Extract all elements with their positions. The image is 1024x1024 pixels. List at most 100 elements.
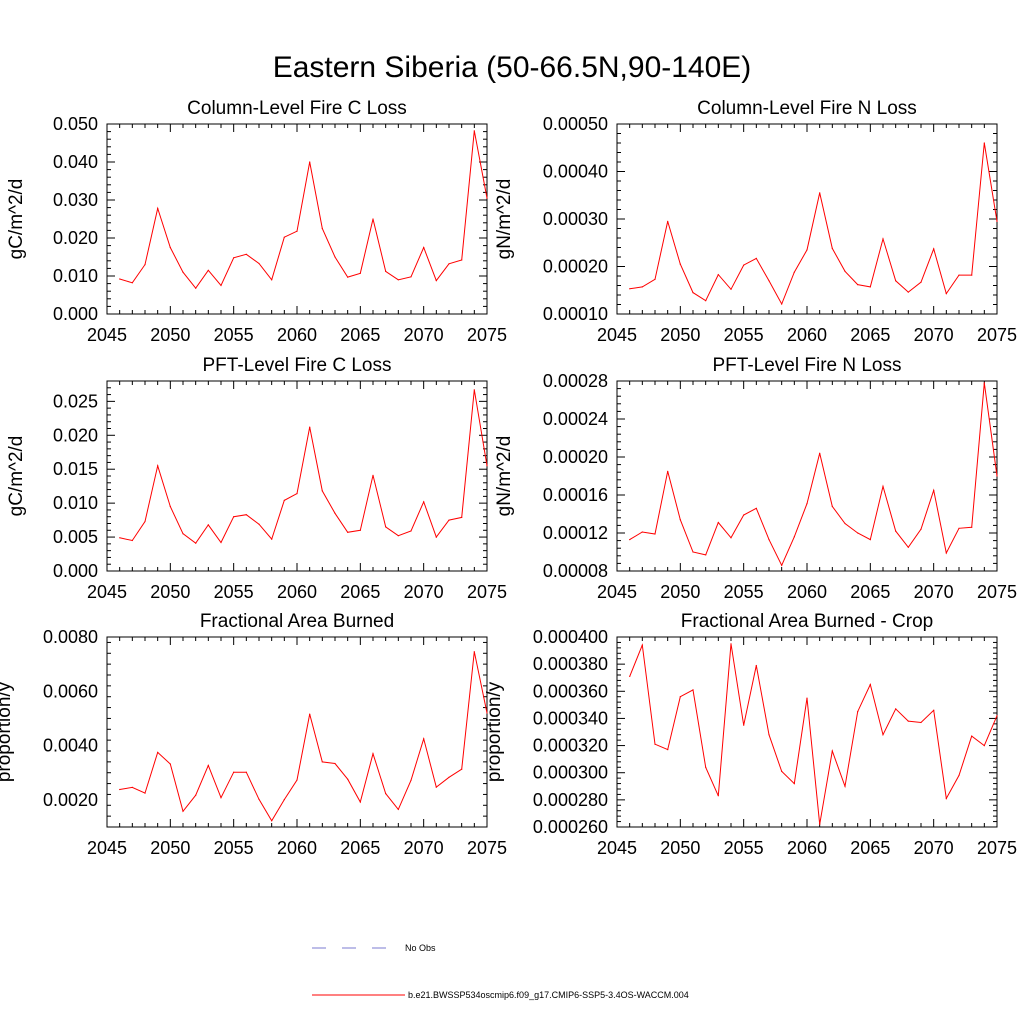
x-tick-label: 2055 xyxy=(214,582,254,602)
data-point xyxy=(641,286,643,288)
data-point xyxy=(448,776,450,778)
data-point xyxy=(844,522,846,525)
x-tick-label: 2065 xyxy=(340,582,380,602)
y-tick-label: 0.000 xyxy=(53,561,98,581)
data-point xyxy=(882,238,884,240)
panel-title: PFT-Level Fire N Loss xyxy=(713,355,902,376)
y-tick-label: 0.0020 xyxy=(43,790,98,810)
data-point xyxy=(245,514,247,516)
x-tick-label: 2050 xyxy=(150,582,190,602)
data-point xyxy=(157,465,159,467)
data-point xyxy=(730,288,732,290)
y-tick-label: 0.005 xyxy=(53,527,98,547)
data-point xyxy=(448,519,450,521)
y-tick-label: 0.000280 xyxy=(533,790,608,810)
data-point xyxy=(768,280,770,282)
data-point xyxy=(781,303,783,305)
data-point xyxy=(195,794,197,796)
data-point xyxy=(920,721,922,724)
data-point xyxy=(195,542,197,544)
data-point xyxy=(781,564,783,566)
data-point xyxy=(220,797,222,799)
x-tick-label: 2070 xyxy=(404,325,444,345)
y-tick-label: 0.020 xyxy=(53,228,98,248)
plot-frame xyxy=(616,636,998,828)
y-tick-label: 0.010 xyxy=(53,266,98,286)
data-point xyxy=(435,786,437,788)
data-point xyxy=(958,527,960,529)
data-point xyxy=(945,293,947,295)
x-tick-label: 2075 xyxy=(467,582,507,602)
y-tick-label: 0.0040 xyxy=(43,736,98,756)
data-point xyxy=(195,287,197,289)
data-point xyxy=(473,130,475,132)
data-point xyxy=(220,541,222,544)
data-point xyxy=(461,768,463,770)
data-point xyxy=(819,452,821,454)
x-tick-label: 2050 xyxy=(150,325,190,345)
y-tick-label: 0.00020 xyxy=(543,257,608,277)
data-point xyxy=(895,708,897,710)
data-point xyxy=(692,292,694,294)
data-point xyxy=(258,798,260,800)
legend: No Obs b.e21.BWSSP534oscmip6.f09_g17.CMI… xyxy=(312,943,689,1000)
x-tick-label: 2070 xyxy=(404,582,444,602)
data-point xyxy=(207,764,209,767)
data-point xyxy=(131,539,133,542)
x-tick-label: 2045 xyxy=(597,582,637,602)
data-point xyxy=(359,529,361,531)
data-point xyxy=(730,643,732,645)
y-tick-label: 0.000400 xyxy=(533,627,608,647)
x-tick-label: 2075 xyxy=(977,838,1017,858)
data-point xyxy=(385,270,387,272)
data-point xyxy=(169,763,171,765)
plot-frame xyxy=(106,380,488,572)
x-tick-label: 2060 xyxy=(787,325,827,345)
data-point xyxy=(233,257,235,259)
data-point xyxy=(755,664,757,667)
data-point xyxy=(423,738,425,740)
data-point xyxy=(781,770,783,773)
data-point xyxy=(895,530,897,532)
data-point xyxy=(397,808,399,811)
x-tick-label: 2060 xyxy=(277,582,317,602)
data-point xyxy=(169,505,171,508)
y-tick-label: 0.000 xyxy=(53,304,98,324)
data-point xyxy=(933,709,935,711)
data-point xyxy=(296,230,298,232)
data-point xyxy=(347,276,349,278)
data-point xyxy=(448,263,450,265)
data-point xyxy=(654,278,656,280)
data-point xyxy=(730,537,732,539)
data-point xyxy=(692,551,694,553)
data-point xyxy=(397,535,399,537)
data-point xyxy=(679,519,681,521)
data-point xyxy=(309,426,311,428)
data-point xyxy=(385,526,387,528)
data-point xyxy=(996,475,998,477)
data-point xyxy=(768,539,770,541)
series-line-1 xyxy=(629,643,998,825)
x-tick-label: 2065 xyxy=(850,838,890,858)
data-point xyxy=(705,554,707,556)
data-point xyxy=(347,531,349,533)
data-point xyxy=(334,762,336,765)
data-point xyxy=(667,220,669,222)
data-point xyxy=(119,278,121,280)
x-tick-label: 2055 xyxy=(724,838,764,858)
y-tick-label: 0.0060 xyxy=(43,681,98,701)
data-point xyxy=(372,218,374,220)
y-tick-label: 0.010 xyxy=(53,493,98,513)
plot-frame xyxy=(616,123,998,315)
data-point xyxy=(844,270,846,272)
y-tick-label: 0.0080 xyxy=(43,627,98,647)
y-tick-label: 0.00024 xyxy=(543,409,608,429)
panel-title: Fractional Area Burned - Crop xyxy=(681,611,933,632)
data-point xyxy=(144,264,146,266)
data-point xyxy=(971,274,973,276)
data-point xyxy=(283,236,285,238)
x-tick-label: 2050 xyxy=(660,838,700,858)
y-tick-label: 0.000380 xyxy=(533,654,608,674)
data-point xyxy=(385,793,387,795)
data-point xyxy=(372,753,374,755)
